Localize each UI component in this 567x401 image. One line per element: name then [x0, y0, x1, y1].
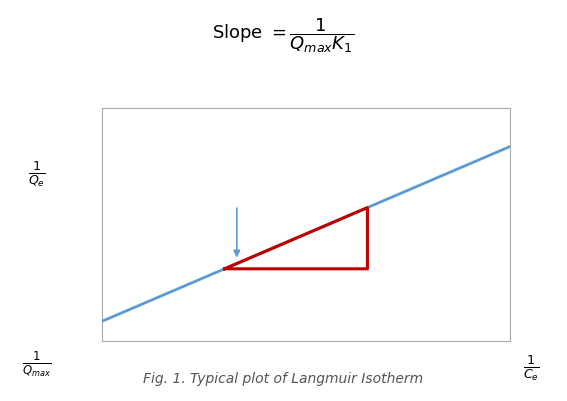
Text: $\frac{1}{Q_e}$: $\frac{1}{Q_e}$ [28, 158, 45, 188]
Text: Fig. 1. Typical plot of Langmuir Isotherm: Fig. 1. Typical plot of Langmuir Isother… [143, 371, 424, 385]
Text: $\frac{1}{C_e}$: $\frac{1}{C_e}$ [523, 352, 539, 382]
Text: $\frac{1}{Q_{max}}$: $\frac{1}{Q_{max}}$ [22, 348, 52, 378]
Text: Slope $= \dfrac{1}{Q_{max}K_1}$: Slope $= \dfrac{1}{Q_{max}K_1}$ [213, 16, 354, 55]
